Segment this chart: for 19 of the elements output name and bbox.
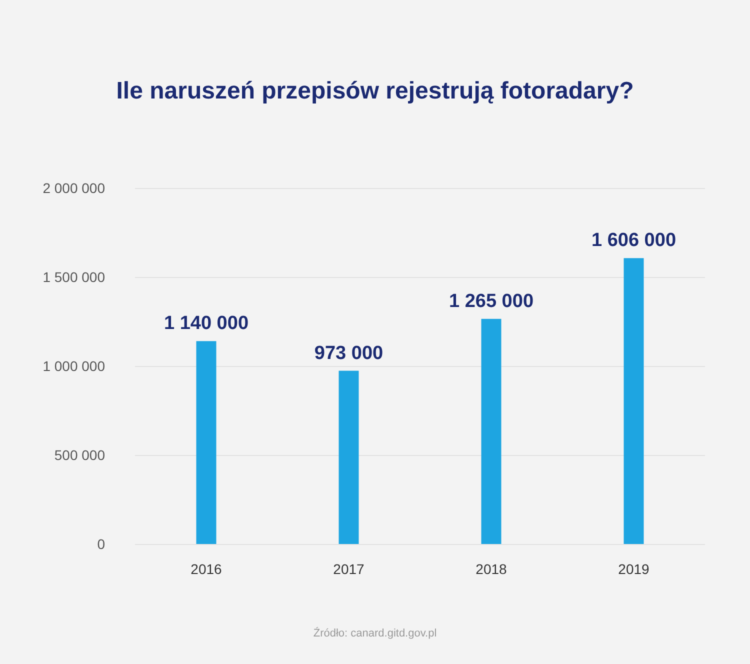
chart-title: Ile naruszeń przepisów rejestrują fotoradary? (116, 78, 634, 104)
data-label: 973 000 (314, 342, 384, 364)
data-label: 1 140 000 (164, 313, 249, 334)
y-tick-label: 2 000 000 (42, 180, 106, 196)
bar (481, 318, 502, 544)
data-label: 1 606 000 (591, 230, 676, 252)
bar (196, 341, 216, 544)
y-tick-label: 500 000 (54, 447, 106, 463)
y-tick-label: 1 000 000 (42, 358, 106, 374)
x-tick-label: 2016 (190, 561, 222, 577)
x-tick-label: 2017 (333, 561, 365, 577)
x-tick-label: 2019 (618, 561, 650, 577)
text: Źródło: canard.gitd.gov.pl (313, 626, 437, 640)
y-tick-label: 0 (97, 536, 106, 552)
bar (338, 370, 359, 544)
bar (624, 258, 644, 544)
y-tick-label: 1 500 000 (42, 269, 106, 285)
data-label: 1 265 000 (448, 290, 534, 312)
x-tick-label: 2018 (476, 561, 508, 577)
